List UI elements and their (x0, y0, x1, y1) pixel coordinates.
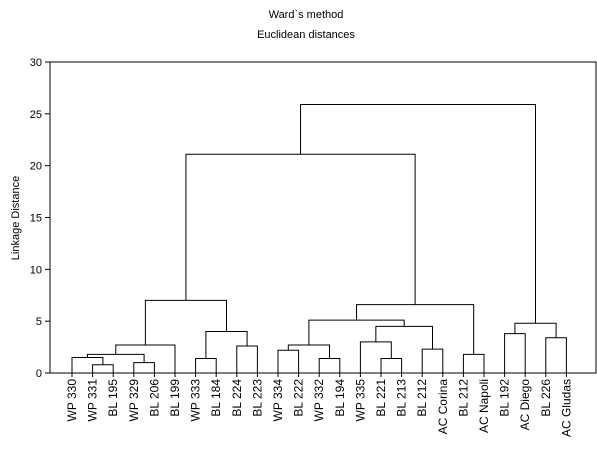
leaf-label: WP 330 (65, 379, 79, 422)
dendrogram-link (86, 353, 145, 363)
leaf-label: WP 335 (353, 379, 367, 422)
leaf-label: BL 184 (209, 379, 223, 417)
leaf-label: BL 194 (333, 379, 347, 417)
dendrogram-link (421, 348, 444, 373)
dendrogram-link (356, 304, 475, 355)
y-tick-label: 10 (30, 264, 42, 276)
leaf-label: WP 333 (189, 379, 203, 422)
leaf-label: BL 206 (147, 379, 161, 417)
leaf-label: AC Gludas (559, 379, 573, 437)
leaf-label: BL 221 (374, 379, 388, 417)
dendrogram-link (514, 322, 557, 338)
leaf-label: BL 212 (415, 379, 429, 417)
leaf-label: AC Corina (436, 379, 450, 435)
plot-frame (49, 61, 597, 374)
dendrogram-link (133, 362, 155, 373)
dendrogram-link (115, 344, 176, 373)
leaf-labels: WP 330 WP 331 BL 195 WP 329 BL 206 BL 199 WP 3… (65, 373, 573, 437)
leaf-label: BL 195 (106, 379, 120, 417)
dendrogram-links (71, 104, 567, 373)
leaf-label: WP 332 (312, 379, 326, 422)
leaf-label: BL 213 (395, 379, 409, 417)
leaf-label: BL 223 (250, 379, 264, 417)
leaf-label: WP 334 (271, 379, 285, 422)
dendrogram-link (318, 357, 341, 373)
dendrogram-link (300, 104, 536, 324)
dendrogram-link (92, 364, 114, 373)
leaf-label: WP 329 (127, 379, 141, 422)
chart-title: Ward`s method (269, 9, 344, 21)
y-tick-label: 25 (30, 109, 42, 121)
dendrogram-link (205, 331, 248, 359)
leaf-label: WP 331 (86, 379, 100, 422)
leaf-label: AC Napoli (477, 379, 491, 433)
dendrogram-link (71, 356, 104, 373)
dendrogram-link (462, 353, 485, 373)
leaf-label: BL 192 (498, 379, 512, 417)
chart-subtitle: Euclidean distances (257, 29, 355, 41)
leaf-label: BL 212 (456, 379, 470, 417)
leaf-label: BL 199 (168, 379, 182, 417)
dendrogram-link (308, 319, 405, 346)
dendrogram-link (185, 153, 416, 305)
dendrogram-link (144, 299, 227, 346)
dendrogram-link (545, 337, 567, 373)
dendrogram-link (195, 357, 217, 373)
leaf-label: BL 222 (292, 379, 306, 417)
y-tick-label: 30 (30, 57, 42, 69)
leaf-label: AC Diego (518, 379, 532, 431)
dendrogram-link (380, 357, 403, 373)
y-axis-label: Linkage Distance (10, 176, 22, 260)
dendrogram-link (375, 325, 433, 350)
dendrogram-link (287, 344, 330, 359)
leaf-label: BL 224 (230, 379, 244, 417)
dendrogram-link (236, 345, 258, 373)
y-tick-label: 15 (30, 213, 42, 225)
leaf-label: BL 226 (539, 379, 553, 417)
dendrogram-link (277, 349, 300, 373)
y-tick-label: 0 (36, 368, 42, 380)
y-tick-label: 20 (30, 161, 42, 173)
dendrogram-link (359, 341, 392, 373)
y-tick-label: 5 (36, 316, 42, 328)
dendrogram-link (504, 333, 526, 373)
y-axis-ticks: 0 5 10 15 20 25 30 (30, 57, 50, 380)
